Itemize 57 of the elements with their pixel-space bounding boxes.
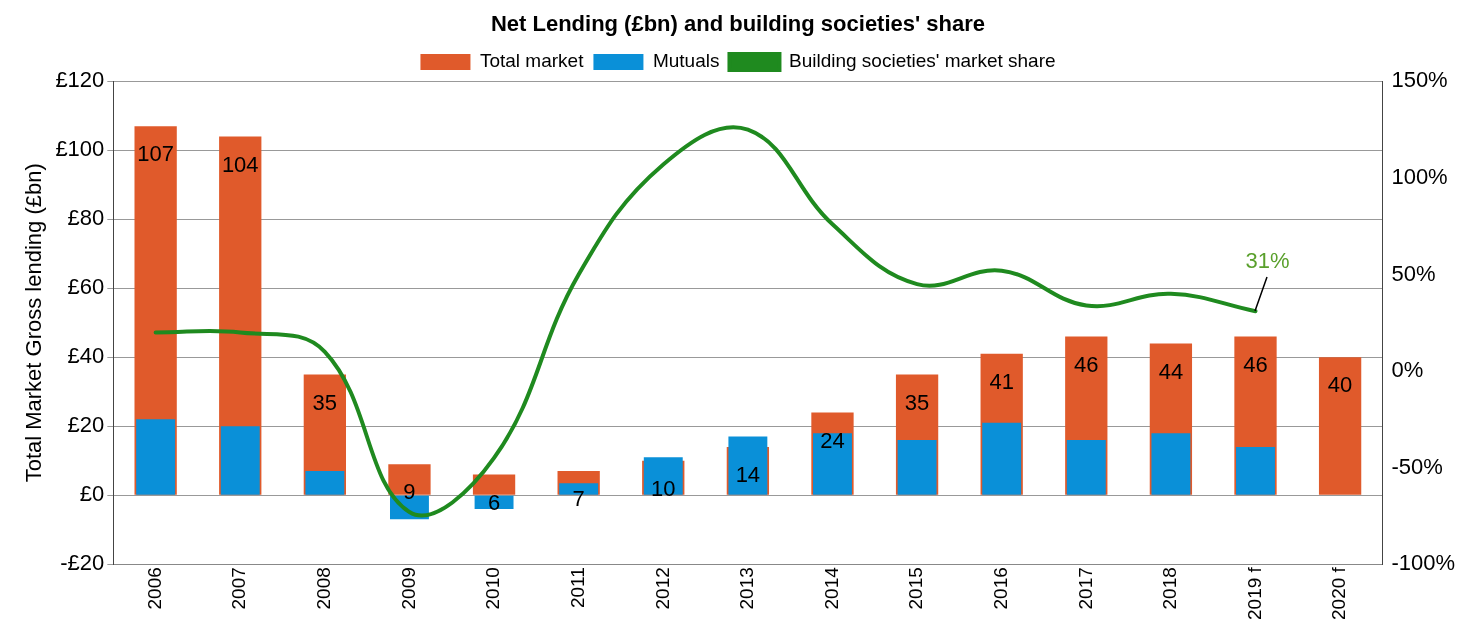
data-label: 46 (1074, 351, 1099, 377)
bar (220, 426, 260, 495)
data-label: 107 (137, 141, 174, 167)
legend-label: Mutuals (652, 50, 720, 72)
bar (982, 422, 1022, 495)
y2-tick-label: -100% (1391, 550, 1455, 576)
bar (1066, 440, 1106, 495)
y2-tick-label: -50% (1391, 453, 1443, 479)
y-tick-label: £0 (79, 481, 105, 507)
y2-tick-label: 150% (1391, 67, 1448, 93)
x-tick-label: 2006 (143, 567, 165, 610)
bar (472, 474, 516, 495)
data-label: 6 (487, 489, 501, 515)
x-tick-label: 2013 (736, 567, 758, 610)
x-tick-label: 2015 (905, 567, 927, 610)
x-tick-label: 2014 (820, 566, 842, 610)
data-label: 44 (1158, 358, 1184, 384)
y-tick-label: £60 (67, 274, 105, 300)
bar (813, 433, 852, 495)
bar (1236, 446, 1275, 495)
y-tick-label: -£20 (60, 550, 105, 576)
x-tick-label: 2010 (482, 567, 504, 610)
annotation: 31% (1245, 248, 1290, 274)
data-label: 24 (820, 427, 845, 453)
legend-label: Building societies' market share (788, 50, 1056, 72)
data-label: 104 (221, 151, 259, 177)
y-tick-label: £100 (55, 136, 105, 162)
chart-title: Net Lending (£bn) and building societies' share (490, 11, 986, 37)
x-tick-label: 2011 (566, 567, 588, 609)
x-tick-label: 2016 (989, 567, 1011, 610)
bar (1151, 433, 1191, 495)
bar (897, 440, 937, 495)
x-tick-label: 2008 (313, 567, 335, 610)
data-label: 35 (312, 389, 338, 415)
x-tick-label: 2007 (228, 567, 250, 610)
y-tick-label: £80 (67, 205, 105, 231)
y2-tick-label: 0% (1391, 357, 1424, 383)
x-tick-label: 2017 (1074, 567, 1096, 610)
y2-tick-label: 50% (1391, 260, 1436, 286)
data-label: 40 (1327, 372, 1353, 398)
x-tick-label: 2012 (651, 567, 673, 610)
y-tick-label: £40 (67, 343, 105, 369)
x-tick-label: 2009 (397, 567, 419, 610)
x-tick-label: 2018 (1159, 567, 1181, 610)
y2-tick-label: 100% (1391, 164, 1448, 190)
legend-label: Total market (479, 50, 585, 72)
data-label: 41 (989, 368, 1014, 394)
bar (1318, 357, 1362, 495)
x-tick-label: 2019 f (1243, 566, 1265, 620)
bar (305, 471, 345, 495)
x-tick-label: 2020 f (1328, 566, 1350, 620)
data-label: 46 (1243, 351, 1268, 377)
y-axis-title: Total Market Gross lending (£bn) (21, 163, 47, 483)
data-label: 35 (904, 389, 930, 415)
y-tick-label: £20 (67, 412, 105, 438)
y-tick-label: £120 (55, 67, 105, 93)
bar (136, 419, 176, 495)
